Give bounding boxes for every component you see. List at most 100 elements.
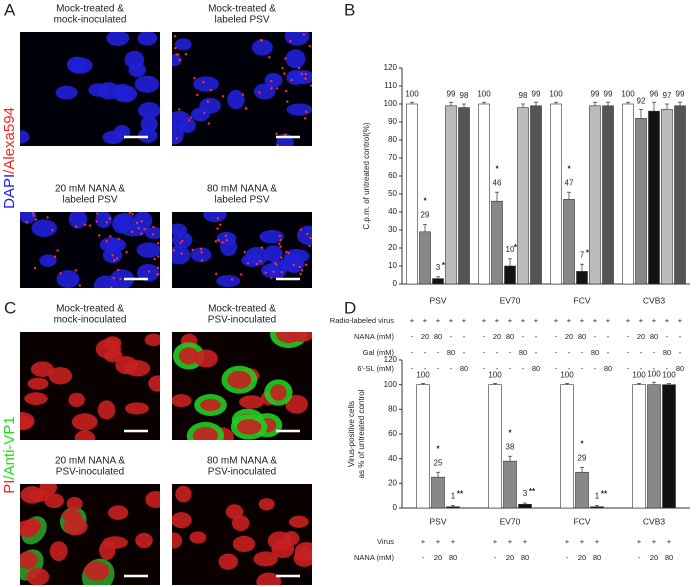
table-cell: - <box>594 332 597 341</box>
stain-part: DAPI <box>1 174 18 209</box>
y-tick-label: 0 <box>393 503 398 512</box>
bar <box>445 105 457 285</box>
nucleus <box>112 213 130 234</box>
x-tick-label: PSV <box>429 516 446 526</box>
table-cell: - <box>679 348 682 357</box>
data-label: 100 <box>405 89 419 98</box>
caption: Mock-treated & <box>56 304 124 315</box>
nucleus <box>190 247 212 263</box>
micrograph <box>20 332 160 440</box>
x-tick-label: CVB3 <box>643 516 665 526</box>
label-dot <box>304 72 307 76</box>
table-cell: + <box>565 537 570 546</box>
caption: PSV-inoculated <box>208 315 276 326</box>
nucleus <box>20 130 30 144</box>
label-dot <box>180 252 183 255</box>
table-cell: + <box>652 537 657 546</box>
nucleus <box>286 69 305 86</box>
x-tick-label: CVB3 <box>643 295 665 305</box>
nucleus <box>55 85 78 100</box>
nucleus <box>84 561 110 581</box>
label-dot <box>280 256 283 259</box>
table-cell: - <box>607 348 610 357</box>
significance: * <box>495 164 499 173</box>
label-dot <box>224 234 228 237</box>
data-label: 10 <box>506 245 515 254</box>
nucleus <box>251 39 273 56</box>
caption: labeled PSV <box>214 15 269 26</box>
x-tick-label: EV70 <box>500 295 521 305</box>
label-dot <box>178 108 181 111</box>
data-label: 100 <box>488 371 502 380</box>
x-tick-label: EV70 <box>500 516 521 526</box>
nucleus <box>284 32 310 46</box>
label-dot <box>200 259 204 262</box>
label-dot <box>244 107 248 110</box>
cells <box>20 484 160 585</box>
label-dot <box>157 255 160 258</box>
nucleus <box>199 97 221 114</box>
table-cell: 80 <box>532 364 540 373</box>
nucleus <box>270 384 287 401</box>
table-cell: 20 <box>578 553 586 562</box>
nucleus <box>66 496 83 511</box>
nucleus <box>99 237 122 253</box>
label-dot <box>75 225 78 228</box>
label-dot <box>128 212 132 214</box>
table-cell: - <box>496 364 499 373</box>
bar <box>504 265 516 285</box>
table-cell: + <box>436 316 441 325</box>
label-dot <box>299 228 303 231</box>
nucleus <box>137 263 160 282</box>
bar <box>550 103 562 285</box>
table-cell: + <box>508 316 513 325</box>
data-label: 25 <box>434 458 443 467</box>
y-tick-label: 120 <box>384 63 398 72</box>
bar <box>446 506 460 509</box>
nucleus <box>285 49 306 69</box>
nucleus <box>258 498 275 511</box>
label-dot <box>169 123 171 125</box>
nucleus <box>20 212 37 224</box>
y-axis-label: Virus-positive cells <box>347 401 356 467</box>
bar <box>648 110 660 285</box>
label-dot <box>147 270 151 273</box>
table-cell: - <box>463 348 466 357</box>
label-dot <box>216 217 220 220</box>
nucleus <box>20 486 44 504</box>
label-dot <box>140 232 143 235</box>
nucleus <box>172 532 183 549</box>
data-label: 100 <box>662 371 676 380</box>
label-dot <box>230 278 234 281</box>
table-cell: - <box>568 348 571 357</box>
nucleus <box>98 82 120 100</box>
nucleus <box>289 332 312 342</box>
nucleus <box>172 245 191 265</box>
table-cell: + <box>639 316 644 325</box>
table-cell: - <box>535 348 538 357</box>
y-tick-label: 120 <box>384 355 398 364</box>
label-dot <box>281 66 284 70</box>
table-cell: + <box>580 316 585 325</box>
table-cell: - <box>594 364 597 373</box>
x-tick-label: FCV <box>574 295 591 305</box>
table-cell: - <box>509 364 512 373</box>
table-cell: + <box>595 537 600 546</box>
nucleus <box>189 531 207 544</box>
label-dot <box>46 216 49 219</box>
nucleus <box>144 226 160 240</box>
y-tick-label: 20 <box>388 478 397 487</box>
bar <box>478 103 490 285</box>
bar <box>491 200 503 285</box>
label-dot <box>241 93 244 96</box>
nucleus <box>264 72 283 88</box>
nucleus <box>253 551 278 567</box>
table-cell: 80 <box>519 348 527 357</box>
table-cell: + <box>451 537 456 546</box>
table-cell: - <box>450 332 453 341</box>
table-cell: + <box>495 316 500 325</box>
nucleus <box>97 400 116 420</box>
bar <box>674 105 686 285</box>
label-dot <box>275 132 278 135</box>
